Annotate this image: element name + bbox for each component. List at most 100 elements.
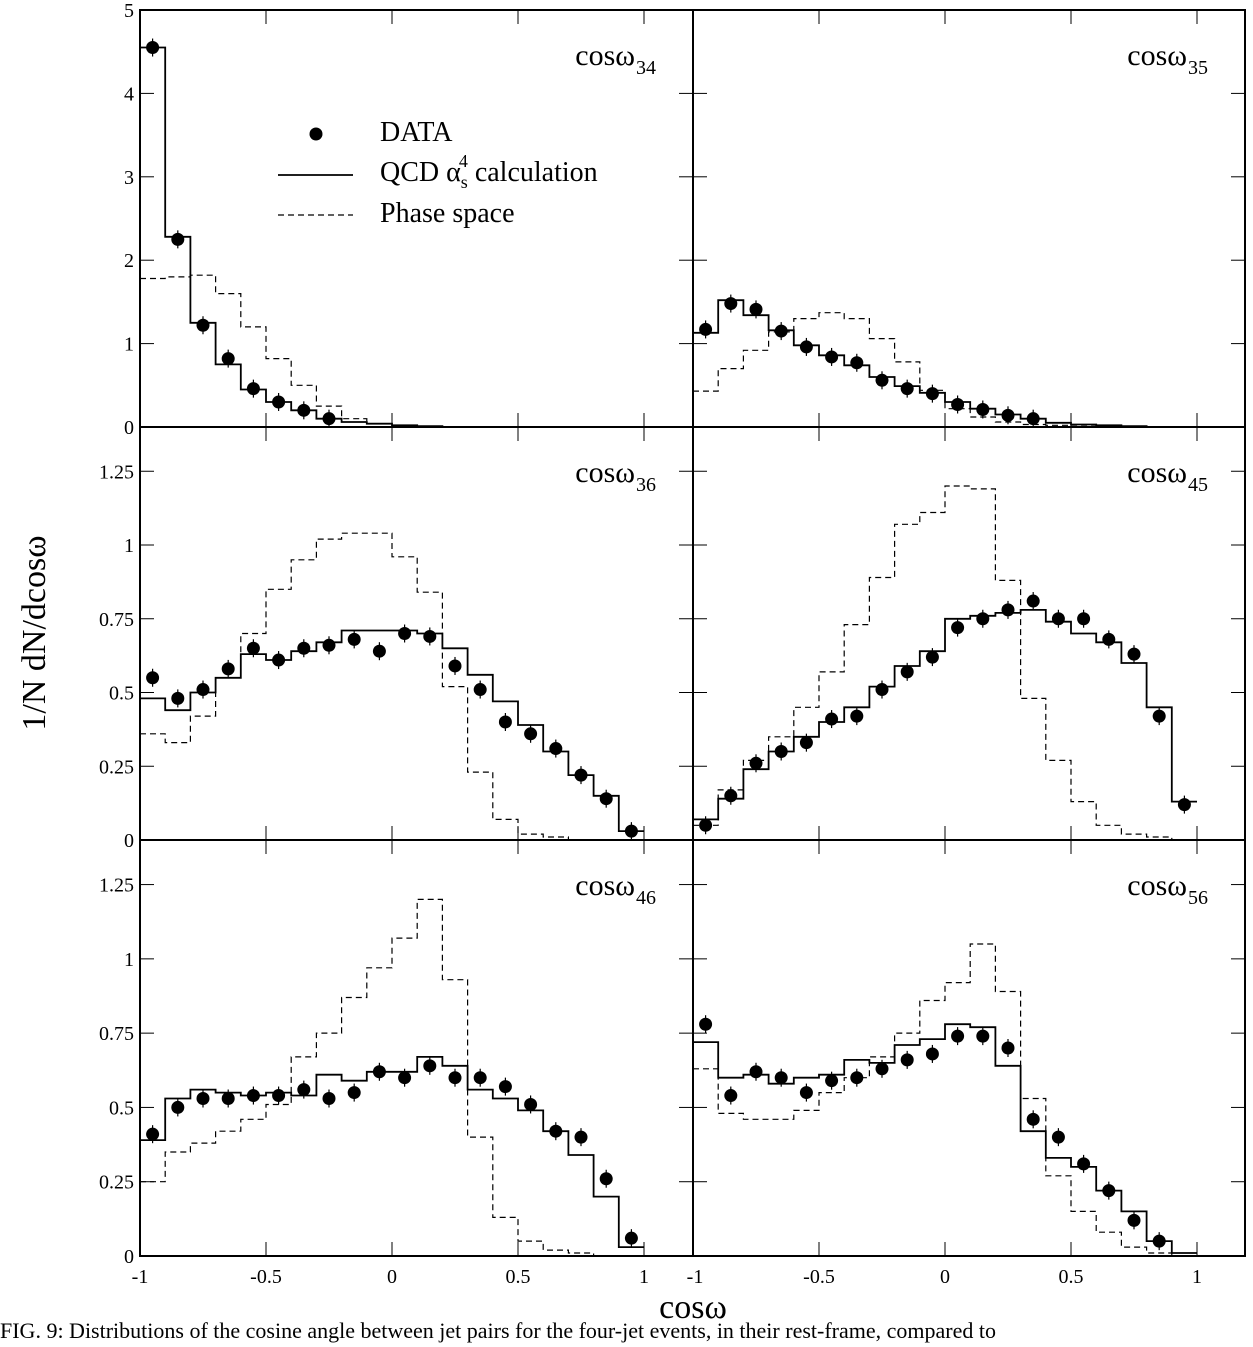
data-point xyxy=(221,1092,235,1106)
data-point xyxy=(1001,408,1015,422)
data-point xyxy=(774,1071,788,1085)
data-point xyxy=(398,627,412,640)
data-point xyxy=(372,644,386,658)
data-point xyxy=(473,683,487,697)
data-point xyxy=(774,745,788,758)
data-point xyxy=(724,297,738,311)
data-point xyxy=(976,612,990,626)
data-point xyxy=(850,709,864,723)
x-axis-title: cosω xyxy=(659,1289,727,1326)
data-point xyxy=(524,1097,538,1111)
phase-space-line xyxy=(140,898,644,1257)
data-point xyxy=(221,352,235,366)
x-tick-label: -1 xyxy=(687,1266,704,1288)
data-point xyxy=(1102,632,1116,646)
panel-label: cosω xyxy=(1127,869,1187,902)
data-point xyxy=(825,712,839,726)
panel-label: cosω xyxy=(575,456,635,489)
x-tick-label: 1 xyxy=(1192,1266,1202,1288)
data-point xyxy=(1051,612,1065,626)
y-tick-label: 0.5 xyxy=(109,1097,134,1119)
data-point xyxy=(549,1124,563,1138)
data-point xyxy=(1077,1157,1091,1171)
y-axis-title: 1/N dN/dcosω xyxy=(16,535,53,730)
data-point xyxy=(951,397,965,411)
legend-data-marker xyxy=(309,127,323,141)
data-point xyxy=(196,683,210,697)
data-point xyxy=(171,691,185,705)
data-point xyxy=(900,1053,914,1067)
data-point xyxy=(724,789,738,803)
data-point xyxy=(246,1089,260,1103)
panel-label-subscript: 35 xyxy=(1188,57,1208,79)
x-tick-label: -0.5 xyxy=(250,1266,282,1288)
data-point xyxy=(925,1047,939,1061)
y-tick-label: 1.25 xyxy=(99,875,134,897)
data-point xyxy=(699,322,713,336)
panel-label: cosω xyxy=(1127,456,1187,489)
data-point xyxy=(749,302,763,316)
data-point xyxy=(951,621,965,635)
data-point xyxy=(1102,1184,1116,1198)
data-point xyxy=(171,1100,185,1114)
data-point xyxy=(799,1086,813,1100)
data-point xyxy=(574,768,588,782)
y-tick-label: 1.25 xyxy=(99,461,134,483)
data-point xyxy=(297,403,311,417)
panel-label-subscript: 34 xyxy=(636,57,656,79)
figure-caption: FIG. 9: Distributions of the cosine angl… xyxy=(0,1318,996,1343)
data-point xyxy=(825,350,839,364)
data-point xyxy=(699,818,713,832)
data-point xyxy=(423,1059,437,1073)
data-point xyxy=(875,373,889,387)
data-point xyxy=(473,1071,487,1085)
y-tick-label: 1 xyxy=(124,949,134,971)
panel-label: cosω xyxy=(1127,39,1187,72)
y-tick-label: 3 xyxy=(124,167,134,189)
data-point xyxy=(246,641,260,655)
qcd-line xyxy=(140,46,644,428)
data-point xyxy=(1152,1234,1166,1248)
data-point xyxy=(951,1029,965,1043)
legend-data-label: DATA xyxy=(380,117,453,148)
data-point xyxy=(749,756,763,770)
y-tick-label: 0.25 xyxy=(99,756,134,778)
data-point xyxy=(448,1071,462,1085)
data-point xyxy=(749,1065,763,1079)
y-tick-label: 1 xyxy=(124,334,134,356)
data-point xyxy=(297,1083,311,1097)
data-point xyxy=(1026,594,1040,608)
data-point xyxy=(574,1130,588,1144)
y-tick-label: 4 xyxy=(124,83,134,105)
legend-phase-label: Phase space xyxy=(380,198,515,229)
data-point xyxy=(624,824,638,838)
data-point xyxy=(171,232,185,246)
data-point xyxy=(498,1080,512,1094)
x-tick-label: 0.5 xyxy=(1059,1266,1084,1288)
qcd-line xyxy=(140,1056,644,1248)
data-point xyxy=(699,1017,713,1031)
data-point xyxy=(1001,603,1015,617)
panel-frame xyxy=(139,839,694,1257)
panel-frame xyxy=(692,9,1246,428)
panel-label: cosω xyxy=(575,869,635,902)
data-point xyxy=(900,382,914,396)
panel-46: 0 0.25 0.5 0.75 1 1.25 cosω 46 xyxy=(99,839,694,1268)
data-point xyxy=(925,387,939,401)
x-tick-label: -1 xyxy=(132,1266,149,1288)
qcd-line xyxy=(140,629,644,832)
y-tick-label: 0.75 xyxy=(99,1023,134,1045)
data-point xyxy=(146,671,160,685)
data-point xyxy=(549,742,563,756)
panel-label-subscript: 36 xyxy=(636,474,656,496)
y-tick-label: 0 xyxy=(124,417,134,439)
data-point xyxy=(322,412,336,426)
data-point xyxy=(1026,1112,1040,1126)
x-tick-label: 1 xyxy=(639,1266,649,1288)
data-point xyxy=(1127,1213,1141,1227)
data-point xyxy=(221,662,235,676)
data-point xyxy=(322,638,336,652)
data-point xyxy=(347,632,361,646)
x-tick-label: 0 xyxy=(940,1266,950,1288)
data-point xyxy=(347,1086,361,1100)
